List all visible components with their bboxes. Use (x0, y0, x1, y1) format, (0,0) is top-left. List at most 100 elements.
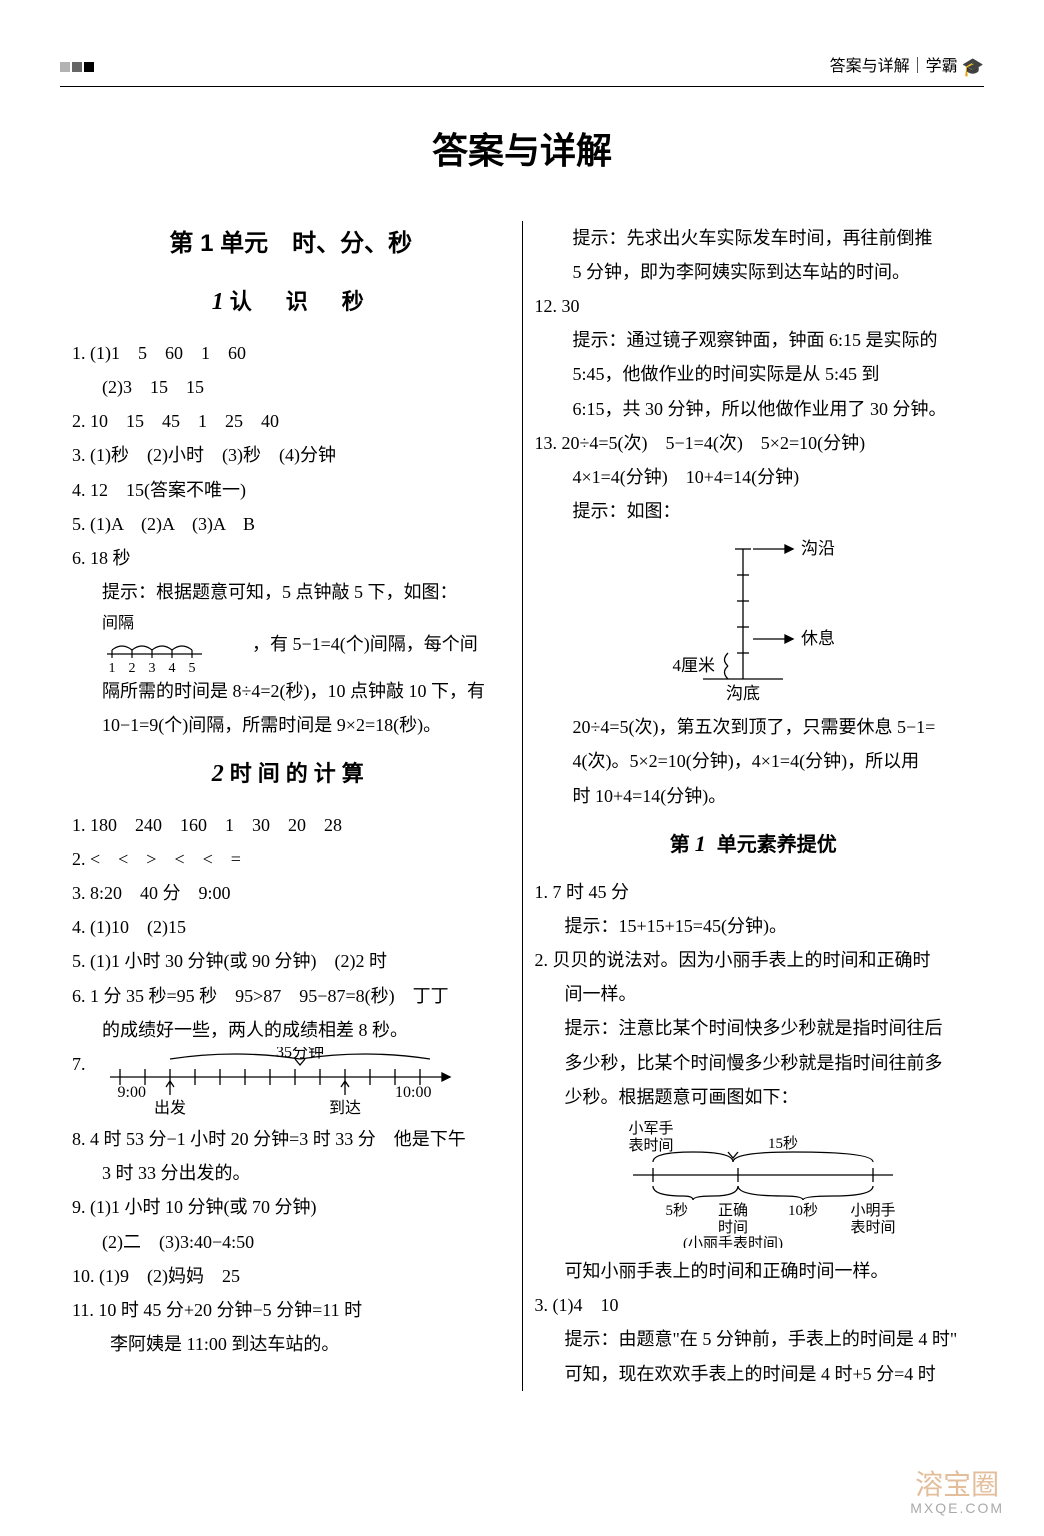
w-10s: 10秒 (788, 1202, 818, 1219)
interval-svg: 1 2 3 4 5 (102, 640, 252, 674)
unit-title: 第 1 单元 时、分、秒 (72, 221, 510, 267)
q6-after-svg: ，有 5−1=4(个)间隔，每个间 (252, 627, 478, 673)
w-xj1: 小军手 (629, 1120, 674, 1137)
svg-text:5: 5 (189, 661, 196, 674)
label-900: 9:00 (118, 1084, 146, 1101)
label-arrive: 到达 (329, 1099, 361, 1117)
p-q2b: 间一样。 (535, 977, 973, 1011)
q6: 6. 18 秒 (72, 541, 510, 575)
svg-text:4: 4 (169, 661, 176, 674)
s2-q4: 4. (1)10 (2)15 (72, 910, 510, 944)
r-q12-h1: 提示：通过镜子观察钟面，钟面 6:15 是实际的 (535, 323, 973, 357)
r-q13d: 20÷4=5(次)，第五次到顶了，只需要休息 5−1= (535, 710, 973, 744)
ditch-4cm-label: 4厘米 (673, 656, 716, 675)
label-1000: 10:00 (395, 1084, 431, 1101)
s2-q7-row: 7. 35分钟 9:00 (72, 1047, 510, 1122)
w-xj2: 表时间 (629, 1137, 674, 1154)
p-q2a: 2. 贝贝的说法对。因为小丽手表上的时间和正确时 (535, 943, 973, 977)
s2-q10: 10. (1)9 (2)妈妈 25 (72, 1259, 510, 1293)
s2-q6b: 的成绩好一些，两人的成绩相差 8 秒。 (72, 1013, 510, 1047)
header-right-label: 答案与详解｜学霸 🎓 (830, 50, 984, 84)
main-title: 答案与详解 (60, 117, 984, 185)
w-xm1: 小明手 (851, 1202, 896, 1219)
r-q13f: 时 10+4=14(分钟)。 (535, 779, 973, 813)
w-xm2: 表时间 (851, 1219, 896, 1236)
ditch-svg: 沟沿 休息 4厘米 沟底 (623, 534, 883, 704)
s2-q11a: 11. 10 时 45 分+20 分钟−5 分钟=11 时 (72, 1293, 510, 1327)
svg-text:3: 3 (149, 661, 156, 674)
label-depart: 出发 (154, 1099, 186, 1117)
w-time: 时间 (718, 1219, 748, 1236)
ditch-bottom-label: 沟底 (726, 684, 760, 703)
content-columns: 第 1 单元 时、分、秒 1认 识 秒 1. (1)1 5 60 1 60 (2… (60, 221, 984, 1391)
w-5s: 5秒 (666, 1202, 689, 1219)
r-q12-h3: 6:15，共 30 分钟，所以他做作业用了 30 分钟。 (535, 392, 973, 426)
right-column: 提示：先求出火车实际发车时间，再往前倒推 5 分钟，即为李阿姨实际到达车站的时间… (523, 221, 985, 1391)
r-q13a: 13. 20÷4=5(次) 5−1=4(次) 5×2=10(分钟) (535, 426, 973, 460)
r-q12-h2: 5:45，他做作业的时间实际是从 5:45 到 (535, 357, 973, 391)
q6-diagram-row: 间隔 1 2 3 4 5 ，有 5−1=4(个)间隔，每个间 (72, 609, 510, 673)
s2-q9a: 9. (1)1 小时 10 分钟(或 70 分钟) (72, 1190, 510, 1224)
p-q3-h1: 提示：由题意"在 5 分钟前，手表上的时间是 4 时" (535, 1322, 973, 1356)
q1-line1: 1. (1)1 5 60 1 60 (72, 336, 510, 370)
r-q13c: 提示：如图： (535, 494, 973, 528)
header-text: 答案与详解｜学霸 (830, 52, 958, 82)
svg-text:2: 2 (129, 661, 136, 674)
p-q3: 3. (1)4 10 (535, 1288, 973, 1322)
q4: 4. 12 15(答案不唯一) (72, 473, 510, 507)
s2-q5: 5. (1)1 小时 30 分钟(或 90 分钟) (2)2 时 (72, 944, 510, 978)
s2-q8a: 8. 4 时 53 分−1 小时 20 分钟=3 时 33 分 他是下午 (72, 1122, 510, 1156)
interval-label: 间隔 (102, 609, 252, 639)
ditch-top-label: 沟沿 (801, 539, 835, 558)
section-2-title: 2时间的计算 (72, 752, 510, 798)
w-correct: 正确 (718, 1202, 748, 1219)
interval-diagram: 间隔 1 2 3 4 5 (102, 609, 252, 673)
q6-hint2: 隔所需的时间是 8÷4=2(秒)，10 点钟敲 10 下，有 (72, 674, 510, 708)
graduation-cap-icon: 🎓 (962, 50, 984, 84)
section-1-text: 认 识 秒 (230, 289, 370, 314)
header-squares (60, 62, 94, 72)
watermark-main: 溶宝圈 (910, 1470, 1004, 1501)
w-xl: (小丽手表时间) (683, 1235, 783, 1248)
q3: 3. (1)秒 (2)小时 (3)秒 (4)分钟 (72, 438, 510, 472)
q5: 5. (1)A (2)A (3)A B (72, 507, 510, 541)
label-35min: 35分钟 (276, 1047, 324, 1061)
s2-q3: 3. 8:20 40 分 9:00 (72, 876, 510, 910)
p-q2-h1: 提示：注意比某个时间快多少秒就是指时间往后 (535, 1011, 973, 1045)
sub-unit-title: 第 1 单元素养提优 (535, 823, 973, 865)
watermark-sub: MXQE.COM (910, 1501, 1004, 1516)
s2-q9b: (2)二 (3)3:40−4:50 (72, 1225, 510, 1259)
s2-q1: 1. 180 240 160 1 30 20 28 (72, 808, 510, 842)
p-q2c: 可知小丽手表上的时间和正确时间一样。 (535, 1254, 973, 1288)
r-q12: 12. 30 (535, 289, 973, 323)
p-q2-h3: 少秒。根据题意可画图如下： (535, 1080, 973, 1114)
q2: 2. 10 15 45 1 25 40 (72, 404, 510, 438)
ditch-rest-label: 休息 (801, 629, 835, 648)
watermark: 溶宝圈 MXQE.COM (910, 1470, 1004, 1516)
r-hint1b: 5 分钟，即为李阿姨实际到达车站的时间。 (535, 255, 973, 289)
timeline-svg: 35分钟 9:00 10:00 出发 到达 (100, 1047, 460, 1122)
q1-line2: (2)3 15 15 (72, 370, 510, 404)
r-hint1a: 提示：先求出火车实际发车时间，再往前倒推 (535, 221, 973, 255)
p-q3-h2: 可知，现在欢欢手表上的时间是 4 时+5 分=4 时 (535, 1357, 973, 1391)
p-q2-h2: 多少秒，比某个时间慢多少秒就是指时间往前多 (535, 1046, 973, 1080)
s2-q6a: 6. 1 分 35 秒=95 秒 95>87 95−87=8(秒) 丁丁 (72, 979, 510, 1013)
p-q1-h: 提示：15+15+15=45(分钟)。 (535, 909, 973, 943)
s2-q2: 2. < < > < < = (72, 842, 510, 876)
section-1-title: 1认 识 秒 (72, 280, 510, 326)
section-2-num: 2 (212, 761, 224, 787)
section-2-text: 时间的计算 (230, 761, 370, 786)
p-q1: 1. 7 时 45 分 (535, 875, 973, 909)
s2-q11b: 李阿姨是 11:00 到达车站的。 (72, 1327, 510, 1361)
q6-hint1: 提示：根据题意可知，5 点钟敲 5 下，如图： (72, 575, 510, 609)
s2-q7: 7. (72, 1047, 100, 1122)
section-1-num: 1 (212, 289, 224, 315)
r-q13b: 4×1=4(分钟) 10+4=14(分钟) (535, 460, 973, 494)
w-15s: 15秒 (768, 1135, 798, 1152)
svg-text:1: 1 (109, 661, 116, 674)
watch-svg: 小军手 表时间 15秒 5秒 正确 时间 10秒 小明手 表时间 (小丽手表时间… (593, 1120, 913, 1248)
s2-q8b: 3 时 33 分出发的。 (72, 1156, 510, 1190)
q6-hint3: 10−1=9(个)间隔，所需时间是 9×2=18(秒)。 (72, 708, 510, 742)
left-column: 第 1 单元 时、分、秒 1认 识 秒 1. (1)1 5 60 1 60 (2… (60, 221, 523, 1391)
r-q13e: 4(次)。5×2=10(分钟)，4×1=4(分钟)，所以用 (535, 744, 973, 778)
